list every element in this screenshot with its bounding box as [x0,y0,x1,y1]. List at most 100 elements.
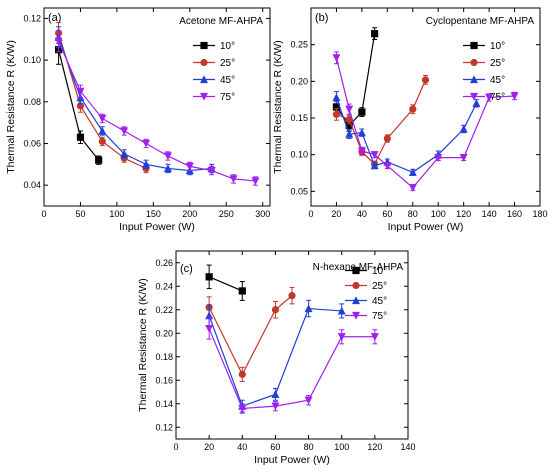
data-point [271,306,280,314]
data-point [345,129,354,138]
plot-frame [175,250,409,440]
chart-panel-2: 0 20 40 60 80 100 120 140 160 180 0.05 0.10 0.15 0.20… [272,7,548,233]
plot-frame [310,7,541,207]
data-point [207,166,216,175]
y-tick-label: 0.12 [23,13,41,23]
data-point [357,147,366,156]
legend-label: 10° [372,266,387,277]
y-tick-label: 0.24 [155,281,173,291]
y-tick-label: 0.20 [290,76,308,86]
x-tick-label: 80 [408,209,418,219]
series-line [58,41,256,182]
x-tick-label: 100 [109,209,124,219]
data-point [142,160,151,168]
x-tick-label: 40 [357,209,367,219]
data-point [54,37,63,46]
legend-marker [200,58,208,67]
legend-marker [352,281,360,290]
legend-marker [200,75,208,84]
legend-label: 45° [220,75,235,86]
data-point [98,137,106,145]
series-line [208,295,293,376]
data-point [485,93,494,102]
x-tick-label: 140 [482,209,497,219]
series-line [335,57,515,189]
x-tick-label: 100 [431,209,446,219]
y-tick-label: 0.10 [23,55,41,65]
data-point [142,139,151,148]
y-tick-label: 0.06 [23,138,41,148]
data-point [345,105,354,114]
data-point [98,126,107,135]
y-tick-label: 0.05 [290,186,308,196]
y-tick-label: 0.08 [23,97,41,107]
data-point [332,110,341,118]
y-tick-label: 0.16 [155,375,173,385]
legend-marker [200,41,208,50]
data-point [370,161,379,170]
data-point [358,108,366,116]
data-point [459,124,468,133]
y-tick-label: 0.04 [23,180,41,190]
x-tick-label: 120 [367,442,382,452]
data-point [76,133,85,141]
chart-title: Cyclopentane MF-AHPA [426,16,535,27]
legend: 10° 25° 45° 75° [193,41,235,103]
series-4 [54,30,260,186]
data-point [370,151,379,159]
legend-label: 75° [220,92,235,103]
y-tick-label: 0.15 [290,113,308,123]
data-point [345,115,353,124]
y-axis-label: Thermal Resistance R (K/W) [5,40,17,174]
data-point [409,105,417,113]
series-2 [205,286,296,382]
legend-marker [470,92,478,101]
data-point [271,402,280,411]
legend-label: 25° [372,281,387,292]
y-tick-label: 0.20 [155,328,173,338]
y-tick-label: 0.14 [155,399,173,409]
chart-title: Acetone MF-AHPA [179,16,263,27]
data-point [238,370,246,378]
chart-panel-3: 0 20 40 60 80 100 120 140 0.12 0.14 0.16 0.18 0.20 0.… [137,250,416,466]
legend-label: 45° [490,75,505,86]
legend-label: 25° [490,58,505,69]
legend-label: 75° [490,92,505,103]
data-point [370,333,379,341]
data-point [229,175,238,184]
y-axis-label: Thermal Resistance R (K/W) [272,40,284,174]
data-point [421,76,430,84]
x-tick-label: 100 [334,442,349,452]
data-point [238,287,246,295]
x-axis-label: Input Power (W) [254,454,330,466]
series-3 [54,26,216,176]
legend-marker [352,311,360,320]
chart-panel-1: 0 50 100 150 200 250 300 0.04 0.06 0.08 0.10 0.12 In… [5,7,271,233]
legend-marker [470,75,478,84]
data-point [408,168,417,176]
x-tick-label: 80 [304,442,314,452]
panel-label: (b) [315,12,328,24]
data-point [510,92,519,101]
data-point [120,149,129,158]
data-point [185,162,194,171]
legend: 10° 25° 45° 75° [345,266,387,322]
x-tick-label: 250 [219,209,234,219]
x-tick-label: 0 [41,209,46,219]
legend-marker [352,266,360,275]
series-4 [205,317,379,414]
legend-label: 45° [372,296,387,307]
legend-marker [200,92,208,101]
x-tick-label: 60 [270,442,280,452]
series-1 [205,264,246,301]
y-axis-label: Thermal Resistance R (K/W) [137,278,149,412]
series-4 [332,51,519,192]
y-tick-label: 0.12 [155,422,173,432]
x-tick-label: 20 [331,209,341,219]
series-2 [332,74,430,168]
data-point [205,324,214,333]
x-tick-label: 0 [173,442,178,452]
x-tick-label: 20 [204,442,214,452]
data-point [271,390,280,398]
